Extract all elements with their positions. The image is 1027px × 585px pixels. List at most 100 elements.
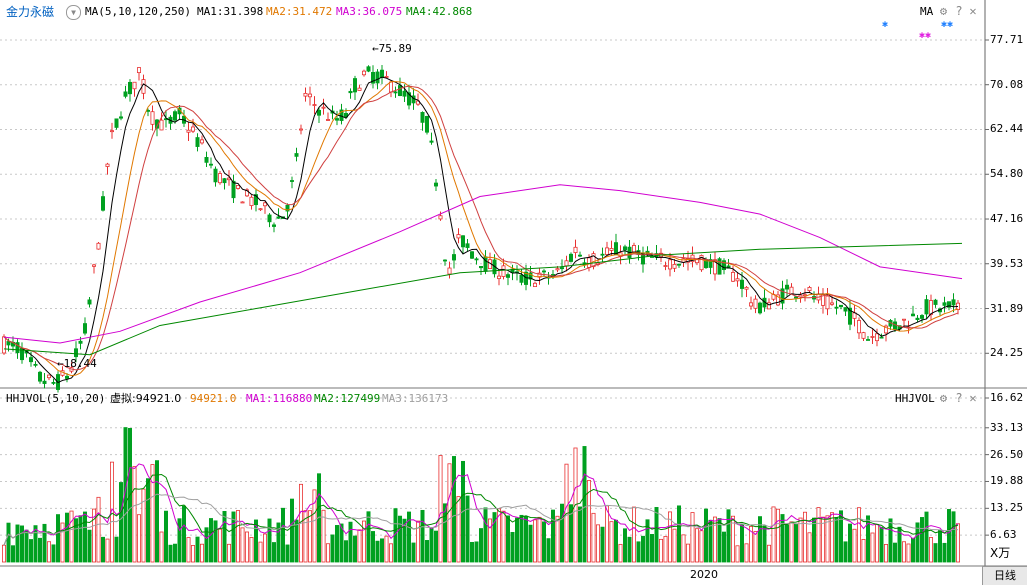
volume-bar <box>199 543 204 563</box>
volume-bar <box>843 541 848 563</box>
help-icon[interactable]: ? <box>955 4 963 18</box>
candle-body <box>325 119 330 121</box>
candle-body <box>235 185 240 189</box>
candle-body <box>848 307 853 325</box>
volume-settings-gear-icon[interactable]: ⚙ <box>939 391 948 405</box>
volume-close-icon[interactable]: ✕ <box>969 391 977 405</box>
volume-bar <box>208 518 213 563</box>
candle-body <box>866 339 871 341</box>
volume-bar <box>469 541 474 563</box>
volume-bar <box>10 545 15 563</box>
volume-bar <box>145 478 150 563</box>
candle-body <box>609 248 614 251</box>
price-tick-label: 16.62 <box>990 391 1024 404</box>
volume-bar <box>776 508 781 563</box>
volume-bar <box>92 508 97 563</box>
dropdown-icon[interactable]: ▼ <box>66 5 81 20</box>
volume-bar <box>222 511 227 563</box>
candle-body <box>560 267 565 270</box>
volume-bar <box>451 456 456 563</box>
volume-bar <box>753 531 758 563</box>
candle-body <box>699 255 704 271</box>
candle-body <box>780 288 785 304</box>
candle-body <box>933 299 938 305</box>
volume-value: 94921.0 <box>190 392 237 405</box>
volume-bar <box>438 455 443 563</box>
candle-body <box>893 321 898 330</box>
volume-bar <box>578 506 583 563</box>
candle-body <box>807 287 812 292</box>
period-tab-daily[interactable]: 日线 <box>982 566 1027 585</box>
volume-bar <box>519 514 524 563</box>
candle-body <box>393 91 398 94</box>
candle-body <box>384 75 389 78</box>
candle-body <box>496 275 501 279</box>
close-icon[interactable]: ✕ <box>969 4 977 18</box>
volume-ma1-line <box>3 463 959 546</box>
candle-body <box>632 245 637 253</box>
candle-body <box>298 128 303 131</box>
volume-bar <box>78 515 83 563</box>
candle-body <box>465 243 470 248</box>
candle-body <box>352 78 357 93</box>
volume-bar <box>24 529 29 563</box>
main-indicator-name[interactable]: MA(5,10,120,250) <box>85 5 191 18</box>
volume-bar <box>244 531 249 563</box>
volume-ma3-line <box>3 493 959 546</box>
volume-bar <box>834 516 839 563</box>
volume-bar <box>15 524 20 563</box>
candle-body <box>316 109 321 116</box>
volume-bar <box>42 523 47 563</box>
volume-bar <box>456 496 461 563</box>
candle-body <box>915 317 920 321</box>
volume-bar <box>402 518 407 563</box>
volume-bar <box>830 512 835 563</box>
ma120-line <box>3 184 963 344</box>
volume-bar <box>884 544 889 563</box>
candle-body <box>321 106 326 109</box>
candle-body <box>190 126 195 132</box>
low-price-value: 18.44 <box>63 357 97 370</box>
volume-virtual-value: 虚拟:94921.0 <box>110 392 182 405</box>
volume-bar <box>379 538 384 563</box>
candle-body <box>6 341 11 346</box>
candle-body <box>2 336 7 354</box>
volume-bar <box>879 526 884 563</box>
volume-bar <box>726 509 731 563</box>
volume-bar <box>352 535 357 563</box>
volume-bar <box>168 544 173 563</box>
candle-body <box>208 163 213 166</box>
volume-bar <box>181 505 186 563</box>
candle-body <box>303 92 308 97</box>
volume-bar <box>812 517 817 563</box>
volume-bar <box>280 507 285 563</box>
volume-bar <box>924 511 929 563</box>
volume-help-icon[interactable]: ? <box>955 391 963 405</box>
volume-bar <box>582 446 587 563</box>
candle-body <box>195 137 200 147</box>
candle-body <box>294 153 299 157</box>
candle-body <box>92 264 97 267</box>
candle-body <box>123 91 128 97</box>
volume-bar <box>645 519 650 563</box>
volume-bar <box>357 529 362 563</box>
volume-bar <box>524 515 529 563</box>
volume-bar <box>704 508 709 563</box>
volume-bar <box>366 511 371 563</box>
volume-bar <box>641 535 646 563</box>
candle-body <box>28 357 33 363</box>
volume-bar <box>119 482 124 563</box>
candle-body <box>753 298 758 309</box>
stock-name[interactable]: 金力永磁 <box>6 5 55 19</box>
volume-bar <box>433 530 438 563</box>
low-price-annotation: ←18.44 <box>57 357 97 370</box>
volume-indicator-name[interactable]: HHJVOL(5,10,20) <box>6 392 106 405</box>
settings-gear-icon[interactable]: ⚙ <box>939 4 948 18</box>
price-tick-label: 54.80 <box>990 167 1024 181</box>
volume-bar <box>803 511 808 563</box>
candle-body <box>429 140 434 143</box>
candle-body <box>677 263 682 266</box>
volume-bar <box>677 505 682 563</box>
candle-body <box>47 374 52 379</box>
